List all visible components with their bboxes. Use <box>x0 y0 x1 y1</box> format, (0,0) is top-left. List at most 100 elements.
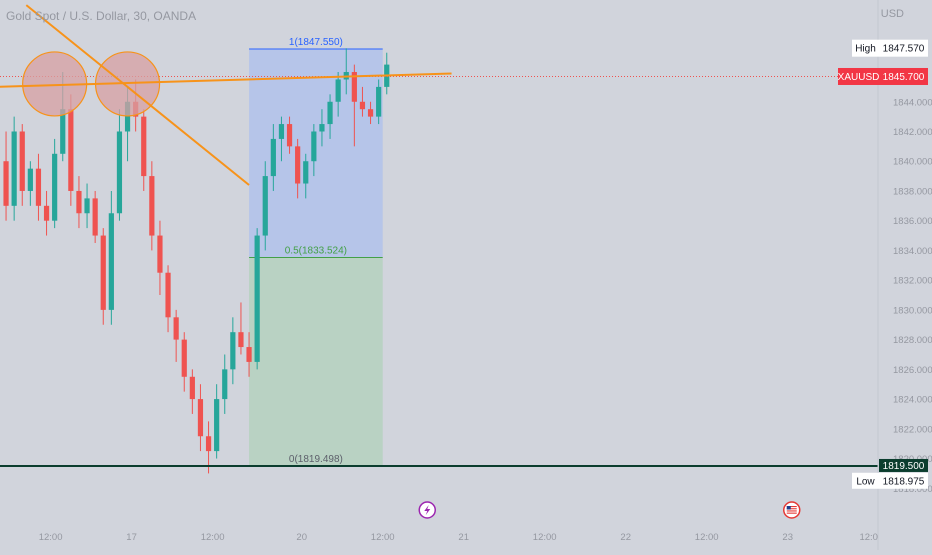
candle-body <box>254 235 260 362</box>
fib-level-label: 0.5(1833.524) <box>285 245 347 256</box>
time-tick-label: 23 <box>782 532 793 543</box>
candle-body <box>238 332 244 348</box>
candle-body <box>295 146 301 184</box>
support-value: 1819.500 <box>883 461 925 472</box>
last-symbol: XAUUSD <box>838 72 880 83</box>
us-flag-icon-stripe <box>786 508 797 510</box>
candle-body <box>327 101 333 125</box>
price-tick-label: 1834.000 <box>893 246 932 257</box>
high-value-box <box>879 39 928 57</box>
price-tick-label: 1822.000 <box>893 424 932 435</box>
last-symbol-tag <box>838 67 879 85</box>
candle-body <box>222 369 228 400</box>
us-flag-icon-stripe <box>786 506 797 508</box>
last-value: 1845.700 <box>883 72 925 83</box>
candle-body <box>246 347 252 362</box>
fib-level-label: 0(1819.498) <box>289 454 343 465</box>
candle-body <box>27 168 33 191</box>
candle-body <box>197 399 204 437</box>
candle-body <box>165 272 171 318</box>
fib-zone-lower <box>249 257 383 466</box>
candle-body <box>124 101 131 132</box>
candle-body <box>286 124 293 147</box>
candle-body <box>52 153 58 221</box>
price-tick-label: 1844.000 <box>893 97 932 108</box>
descending-trendline[interactable] <box>25 4 250 186</box>
candle-body <box>157 235 163 273</box>
price-tick-label: 1838.000 <box>893 186 932 197</box>
us-flag-icon-stripe <box>786 510 797 512</box>
candle-body <box>92 198 98 236</box>
candle-body <box>205 436 212 452</box>
price-tick-label: 1824.000 <box>893 395 932 406</box>
support-value-tag <box>879 458 928 472</box>
candle-body <box>108 213 114 310</box>
price-tick-label: 1836.000 <box>893 216 932 227</box>
drawings[interactable] <box>0 4 878 519</box>
candle-body <box>335 79 341 102</box>
candle-body <box>43 205 50 221</box>
price-tick-label: 1826.000 <box>893 365 932 376</box>
us-flag-icon[interactable] <box>783 501 801 519</box>
candle-body <box>351 72 357 102</box>
low-label-box <box>852 472 879 489</box>
candle-body <box>60 109 66 154</box>
time-tick-label: 12:00 <box>39 532 63 543</box>
candle-body <box>116 131 123 214</box>
time-tick-label: 12:00 <box>695 532 719 543</box>
time-tick-label: 12:00 <box>371 532 395 543</box>
candle-body <box>214 399 220 452</box>
candle-body <box>3 161 9 206</box>
lightning-icon-bolt <box>424 505 431 515</box>
fib-level-label: 1(1847.550) <box>289 37 343 48</box>
candle-body <box>141 116 147 177</box>
candle-body <box>100 235 106 310</box>
candle-body <box>311 131 317 162</box>
high-label: High <box>855 44 876 55</box>
currency-label[interactable]: USD <box>880 8 904 20</box>
low-value-box <box>879 472 928 489</box>
candle-body <box>278 124 285 139</box>
candle-body <box>303 161 309 184</box>
price-tick-label: 1832.000 <box>893 276 932 287</box>
price-tick-label: 1828.000 <box>893 335 932 346</box>
candle-body <box>149 176 155 236</box>
us-flag-icon-circle <box>783 501 801 519</box>
candle-body <box>11 131 17 206</box>
time-tick-label: 12:0 <box>859 532 878 543</box>
candle-body <box>359 101 366 110</box>
us-flag-icon-canton <box>786 506 791 510</box>
time-tick-label: 20 <box>296 532 307 543</box>
candle-body <box>367 109 374 117</box>
lightning-icon[interactable] <box>418 501 436 519</box>
candle-body <box>262 176 268 236</box>
candle-body <box>19 131 25 191</box>
candle-body <box>189 376 195 400</box>
time-tick-label: 12:00 <box>201 532 225 543</box>
price-tick-label: 1840.000 <box>893 157 932 168</box>
axes: 1844.000 1842.000 1840.000 1838.000 1836.000… <box>39 0 932 550</box>
us-flag-icon-stripe <box>786 512 797 514</box>
low-value: 1818.975 <box>883 476 925 487</box>
last-value-tag <box>879 67 928 85</box>
candle-body <box>68 109 74 191</box>
time-tick-label: 22 <box>620 532 631 543</box>
candle-body <box>376 86 382 117</box>
price-tick-label: 1830.000 <box>893 305 932 316</box>
candle-body <box>319 124 325 132</box>
candle-body <box>84 198 90 214</box>
candle-body <box>76 190 82 214</box>
candle-body <box>35 168 42 206</box>
low-label: Low <box>856 476 875 487</box>
resistance-trendline[interactable] <box>0 72 452 88</box>
high-value: 1847.570 <box>883 44 925 55</box>
symbol-title: Gold Spot / U.S. Dollar, 30, OANDA <box>6 9 197 23</box>
candle-body <box>230 332 236 370</box>
time-tick-label: 21 <box>458 532 469 543</box>
candle-body <box>173 317 179 340</box>
candle-body <box>181 339 187 377</box>
candle-body <box>270 138 276 177</box>
high-label-box <box>852 39 879 57</box>
